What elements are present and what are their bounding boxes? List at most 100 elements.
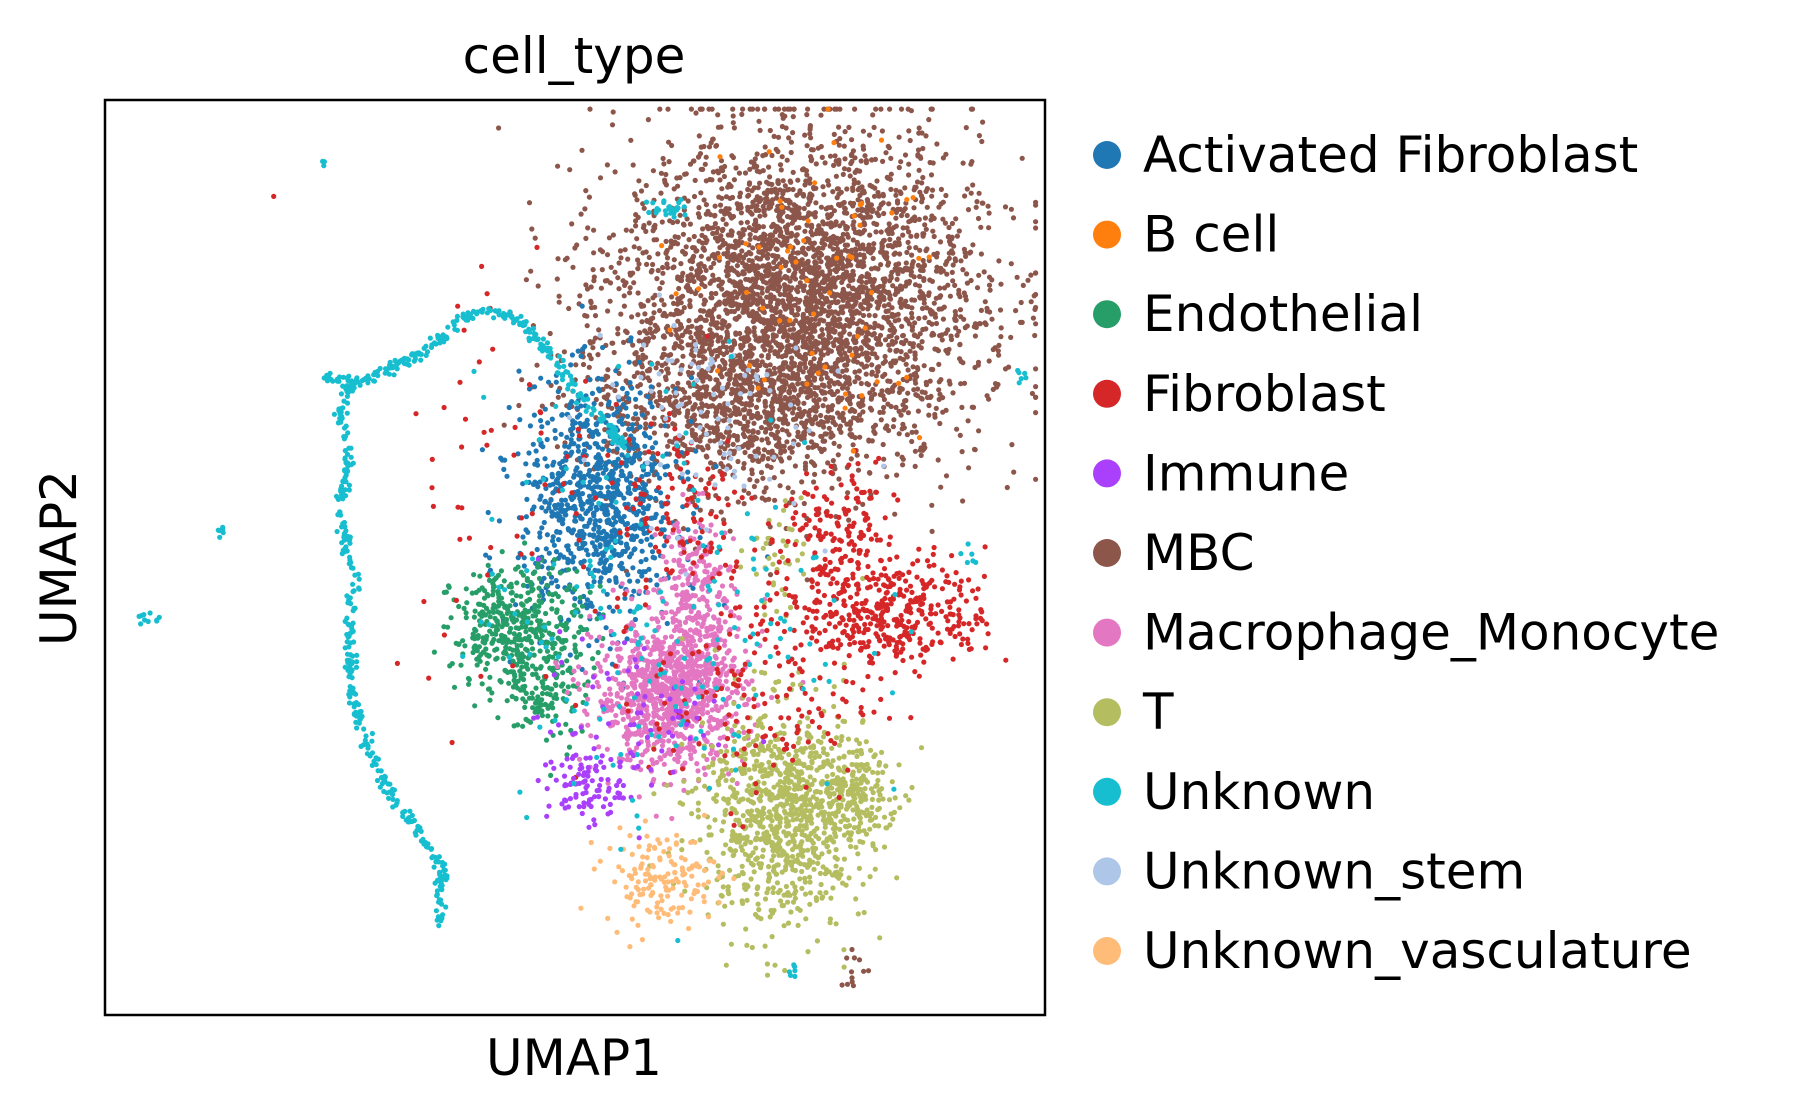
point-mbc xyxy=(731,177,738,183)
point-mbc xyxy=(658,170,665,176)
point-mbc xyxy=(741,426,747,433)
point-mbc xyxy=(963,125,969,131)
point-mbc xyxy=(909,429,915,435)
point-mbc xyxy=(898,212,905,219)
point-mbc xyxy=(822,345,828,351)
point-activated-fibroblast xyxy=(624,413,631,419)
point-mbc xyxy=(974,285,981,291)
point-mbc xyxy=(850,442,856,448)
point-mbc xyxy=(765,456,771,462)
point-mbc xyxy=(633,212,639,218)
point-mbc xyxy=(674,332,680,338)
point-mbc xyxy=(821,221,827,227)
point-mbc xyxy=(1018,299,1024,306)
point-mbc xyxy=(641,205,647,211)
point-mbc xyxy=(915,262,922,268)
point-mbc xyxy=(664,255,671,261)
point-mbc xyxy=(592,335,599,341)
point-mbc xyxy=(931,215,937,221)
point-mbc xyxy=(911,332,918,338)
point-mbc xyxy=(819,434,825,440)
point-activated-fibroblast xyxy=(637,569,643,575)
point-mbc xyxy=(759,359,765,365)
point-mbc xyxy=(995,348,1001,354)
point-mbc xyxy=(703,317,709,323)
point-mbc xyxy=(782,418,788,424)
point-mbc xyxy=(617,248,624,254)
point-mbc xyxy=(534,362,540,368)
point-mbc xyxy=(695,211,702,217)
point-mbc xyxy=(639,364,645,370)
point-mbc xyxy=(844,317,850,323)
point-mbc xyxy=(805,290,812,296)
point-mbc xyxy=(734,435,740,441)
point-mbc xyxy=(588,305,595,311)
point-mbc xyxy=(688,106,695,112)
point-mbc xyxy=(960,160,966,166)
point-mbc xyxy=(1002,204,1009,210)
point-mbc xyxy=(903,260,909,266)
point-mbc xyxy=(526,200,533,206)
point-mbc xyxy=(615,331,621,337)
point-mbc xyxy=(952,282,958,288)
point-mbc xyxy=(761,209,767,215)
point-mbc xyxy=(772,370,778,376)
point-mbc xyxy=(691,253,697,259)
point-mbc xyxy=(784,157,790,163)
point-mbc xyxy=(731,125,738,131)
point-mbc xyxy=(978,307,985,313)
point-mbc xyxy=(946,255,952,261)
point-mbc xyxy=(880,193,887,199)
point-mbc xyxy=(850,285,856,291)
point-mbc xyxy=(727,277,733,284)
point-mbc xyxy=(717,202,724,208)
point-mbc xyxy=(721,251,727,257)
point-mbc xyxy=(770,294,776,301)
point-mbc xyxy=(858,158,864,164)
point-mbc xyxy=(745,186,751,193)
point-mbc xyxy=(957,307,964,313)
point-activated-fibroblast xyxy=(555,537,562,543)
point-mbc xyxy=(741,270,747,277)
point-mbc xyxy=(748,263,755,269)
point-mbc xyxy=(852,379,858,385)
point-mbc xyxy=(962,249,968,256)
point-mbc xyxy=(735,499,741,505)
point-mbc xyxy=(724,371,730,377)
point-mbc xyxy=(591,278,597,284)
point-mbc xyxy=(839,982,845,988)
point-mbc xyxy=(747,477,753,483)
point-mbc xyxy=(705,443,711,449)
point-mbc xyxy=(736,170,743,176)
point-mbc xyxy=(742,349,748,356)
point-mbc xyxy=(921,363,927,369)
point-mbc xyxy=(749,106,756,112)
point-mbc xyxy=(579,147,585,153)
point-mbc xyxy=(929,187,936,193)
point-mbc xyxy=(888,363,894,369)
point-mbc xyxy=(532,235,538,241)
point-mbc xyxy=(920,257,926,264)
point-mbc xyxy=(750,428,756,434)
point-mbc xyxy=(770,221,776,227)
point-mbc xyxy=(801,400,807,406)
point-mbc xyxy=(800,369,806,375)
point-mbc xyxy=(701,275,707,281)
point-mbc xyxy=(753,217,759,223)
point-mbc xyxy=(870,386,876,393)
point-mbc xyxy=(1008,334,1014,340)
point-mbc xyxy=(715,382,721,388)
point-mbc xyxy=(849,158,855,165)
point-mbc xyxy=(555,394,561,400)
point-mbc xyxy=(846,124,852,130)
point-mbc xyxy=(961,316,967,322)
point-mbc xyxy=(905,367,911,373)
point-mbc xyxy=(749,204,755,210)
point-mbc xyxy=(818,259,824,265)
point-mbc xyxy=(556,293,562,299)
point-mbc xyxy=(933,405,939,411)
point-mbc xyxy=(943,192,949,199)
point-mbc xyxy=(819,154,825,160)
point-mbc xyxy=(795,381,801,387)
point-mbc xyxy=(777,291,783,297)
